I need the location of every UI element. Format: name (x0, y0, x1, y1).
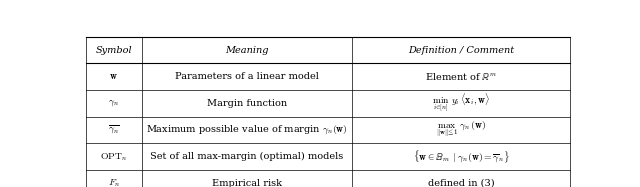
Text: Symbol: Symbol (95, 46, 132, 55)
Text: $\gamma_n$: $\gamma_n$ (108, 99, 119, 108)
Text: Element of $\mathbb{R}^m$: Element of $\mathbb{R}^m$ (425, 71, 497, 82)
Text: $F_n$: $F_n$ (108, 177, 120, 187)
Text: $\overline{\gamma_n}$: $\overline{\gamma_n}$ (108, 124, 120, 136)
Text: $\min_{i\in[n]}\ y_i\langle\mathbf{x}_i, \mathbf{w}\rangle$: $\min_{i\in[n]}\ y_i\langle\mathbf{x}_i,… (432, 92, 490, 114)
Text: defined in (3): defined in (3) (428, 179, 495, 187)
Text: Definition / Comment: Definition / Comment (408, 46, 514, 55)
Text: Meaning: Meaning (225, 46, 269, 55)
Text: $\mathrm{OPT}_n$: $\mathrm{OPT}_n$ (100, 151, 127, 163)
Text: Margin function: Margin function (207, 99, 287, 108)
Text: Empirical risk: Empirical risk (212, 179, 282, 187)
Text: $\{\mathbf{w} \in \mathbb{B}_m\ |\ \gamma_n(\mathbf{w}) = \overline{\gamma}_n\}$: $\{\mathbf{w} \in \mathbb{B}_m\ |\ \gamm… (413, 148, 509, 165)
Text: Maximum possible value of margin $\gamma_n(\mathbf{w})$: Maximum possible value of margin $\gamma… (146, 124, 348, 136)
Text: Parameters of a linear model: Parameters of a linear model (175, 72, 319, 81)
Text: Set of all max-margin (optimal) models: Set of all max-margin (optimal) models (150, 152, 344, 161)
Text: $\max_{\|\mathbf{w}\|\leq 1}\ \gamma_n(\mathbf{w})$: $\max_{\|\mathbf{w}\|\leq 1}\ \gamma_n(\… (436, 120, 486, 140)
Text: $\mathbf{w}$: $\mathbf{w}$ (109, 72, 118, 81)
